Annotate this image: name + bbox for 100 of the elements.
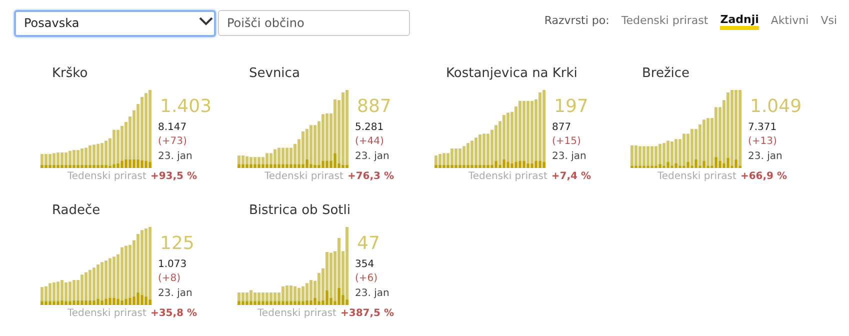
bar xyxy=(254,157,256,164)
bar xyxy=(64,152,68,165)
bar xyxy=(148,300,152,305)
bar xyxy=(274,164,276,168)
bar xyxy=(682,134,686,166)
bar xyxy=(282,164,284,168)
text: +66,9 % xyxy=(740,171,787,182)
bar xyxy=(60,164,64,168)
text: Vsi xyxy=(820,14,837,29)
bar xyxy=(266,164,268,168)
text: 23. jan xyxy=(355,151,390,162)
bar xyxy=(518,160,522,168)
bar xyxy=(450,148,454,165)
bar xyxy=(72,300,76,305)
bar xyxy=(274,149,276,164)
bar xyxy=(702,160,706,168)
bar xyxy=(84,272,88,300)
text: (+13) xyxy=(748,136,777,147)
bar xyxy=(298,164,300,168)
bar xyxy=(80,148,84,165)
bar xyxy=(666,140,670,162)
bar xyxy=(136,292,140,305)
bar xyxy=(44,286,48,302)
bar xyxy=(72,164,76,168)
bar xyxy=(326,113,328,161)
bar xyxy=(250,164,252,168)
text: 23. jan xyxy=(355,288,390,299)
bar xyxy=(104,140,108,165)
bar xyxy=(52,153,56,165)
bar xyxy=(534,160,538,168)
bar xyxy=(144,228,148,296)
bar xyxy=(326,290,328,305)
bar xyxy=(466,143,470,165)
bar xyxy=(88,164,92,168)
bar xyxy=(294,164,296,168)
bar xyxy=(44,164,48,168)
chart-title: Sevnica xyxy=(249,66,300,81)
text: 877 xyxy=(552,122,572,133)
bar xyxy=(514,162,518,168)
bar xyxy=(148,227,152,300)
bar xyxy=(48,154,52,165)
bar xyxy=(128,244,132,298)
chart-title: Brežice xyxy=(642,66,690,81)
bar xyxy=(634,145,638,166)
bar xyxy=(60,280,64,300)
bar xyxy=(250,290,252,302)
text: 1.049 xyxy=(750,96,802,117)
text: 887 xyxy=(357,96,392,117)
bar xyxy=(506,112,510,162)
bar xyxy=(334,153,336,168)
text: 1.073 xyxy=(158,259,187,270)
text: (+15) xyxy=(552,136,581,147)
bar xyxy=(48,301,52,305)
bar xyxy=(144,296,148,305)
bar xyxy=(442,153,446,165)
bar xyxy=(88,145,92,165)
bar xyxy=(64,164,68,168)
bar xyxy=(506,162,510,168)
bar xyxy=(658,164,662,168)
bar xyxy=(80,164,84,168)
bar xyxy=(76,300,80,305)
bar xyxy=(92,300,96,305)
bar xyxy=(666,162,670,168)
bar xyxy=(100,300,104,305)
bar xyxy=(462,164,466,168)
bar xyxy=(314,164,316,168)
text: 8.147 xyxy=(158,122,187,133)
bar xyxy=(238,301,240,305)
bar xyxy=(242,164,244,168)
text: 47 xyxy=(357,233,380,254)
bar xyxy=(72,150,76,165)
bar xyxy=(538,92,542,161)
bar xyxy=(270,153,272,164)
bar xyxy=(330,252,332,298)
bar xyxy=(84,148,88,165)
bar xyxy=(84,164,88,168)
bar xyxy=(674,139,678,164)
bar xyxy=(298,288,300,302)
text: 23. jan xyxy=(158,151,192,162)
bar xyxy=(454,164,458,168)
bar xyxy=(60,300,64,305)
bar xyxy=(140,160,144,168)
bar xyxy=(294,301,296,305)
bar xyxy=(278,301,280,305)
bar xyxy=(262,164,264,168)
bar xyxy=(80,300,84,305)
bar xyxy=(112,256,116,298)
bar xyxy=(470,140,474,165)
bar xyxy=(92,268,96,300)
text: Tedenski prirast xyxy=(67,171,146,182)
text: 23. jan xyxy=(748,151,782,162)
bar xyxy=(140,97,144,160)
bar xyxy=(474,164,478,168)
bar xyxy=(108,298,112,305)
bar xyxy=(144,93,148,161)
bar xyxy=(706,118,710,166)
bar xyxy=(286,164,288,168)
bar xyxy=(278,148,280,164)
text: +93,5 % xyxy=(150,171,197,182)
chart-title: Bistrica ob Sotli xyxy=(249,203,350,218)
